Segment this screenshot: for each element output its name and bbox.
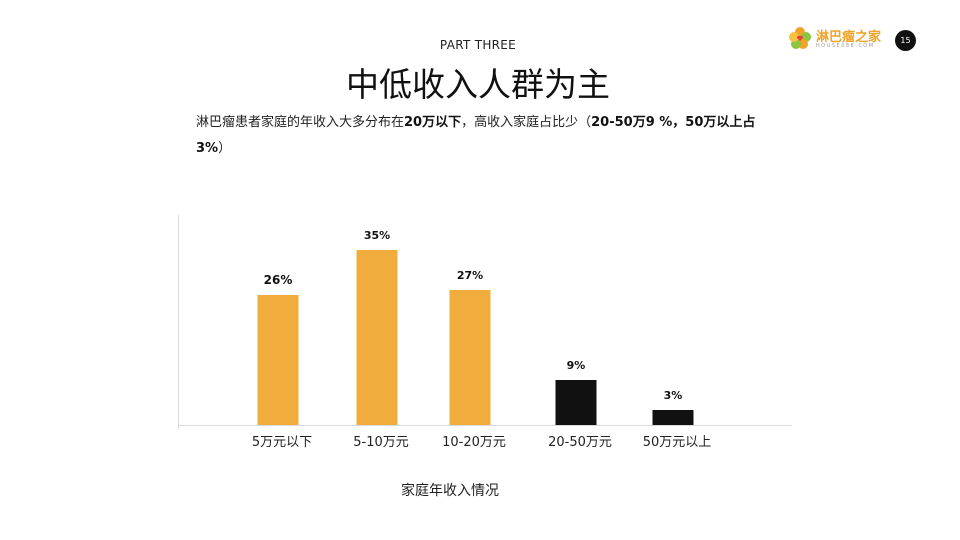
data-label-1: 26%	[264, 273, 293, 287]
category-label-5: 50万元以上	[643, 435, 712, 450]
x-axis-title: 家庭年收入情况	[401, 483, 499, 499]
description-segment: ）	[218, 141, 232, 156]
data-label-3: 27%	[457, 269, 483, 282]
data-label-4: 9%	[567, 359, 586, 372]
data-label-2: 35%	[364, 229, 390, 242]
category-label-1: 5万元以下	[252, 435, 312, 450]
category-label-4: 20-50万元	[548, 435, 612, 450]
bar-4	[555, 380, 597, 425]
page-number-badge: 15	[895, 30, 916, 51]
bar-5	[652, 410, 694, 425]
description-segment-bold: 20万以下	[404, 115, 462, 130]
flower-logo-icon	[789, 27, 811, 49]
bar-3	[449, 290, 491, 425]
bar-1	[257, 295, 299, 425]
category-label-3: 10-20万元	[442, 435, 506, 450]
description-text: 淋巴瘤患者家庭的年收入大多分布在20万以下，高收入家庭占比少（20-50万9 %…	[196, 110, 776, 162]
description-segment: 淋巴瘤患者家庭的年收入大多分布在	[196, 115, 405, 130]
bar-2	[356, 250, 398, 425]
description-segment: ，高收入家庭占比少（	[461, 115, 592, 130]
logo-subtext: HOUSE086.COM	[816, 43, 875, 49]
logo-text: 淋巴瘤之家	[816, 30, 882, 45]
data-label-5: 3%	[664, 389, 683, 402]
description-segment-bold: 20-50万9 %，50万以上占3%	[196, 115, 756, 156]
brand-logo: 淋巴瘤之家 HOUSE086.COM	[786, 26, 890, 54]
page-title: 中低收入人群为主	[346, 65, 610, 104]
category-label-2: 5-10万元	[353, 435, 409, 450]
part-label: PART THREE	[439, 38, 517, 52]
